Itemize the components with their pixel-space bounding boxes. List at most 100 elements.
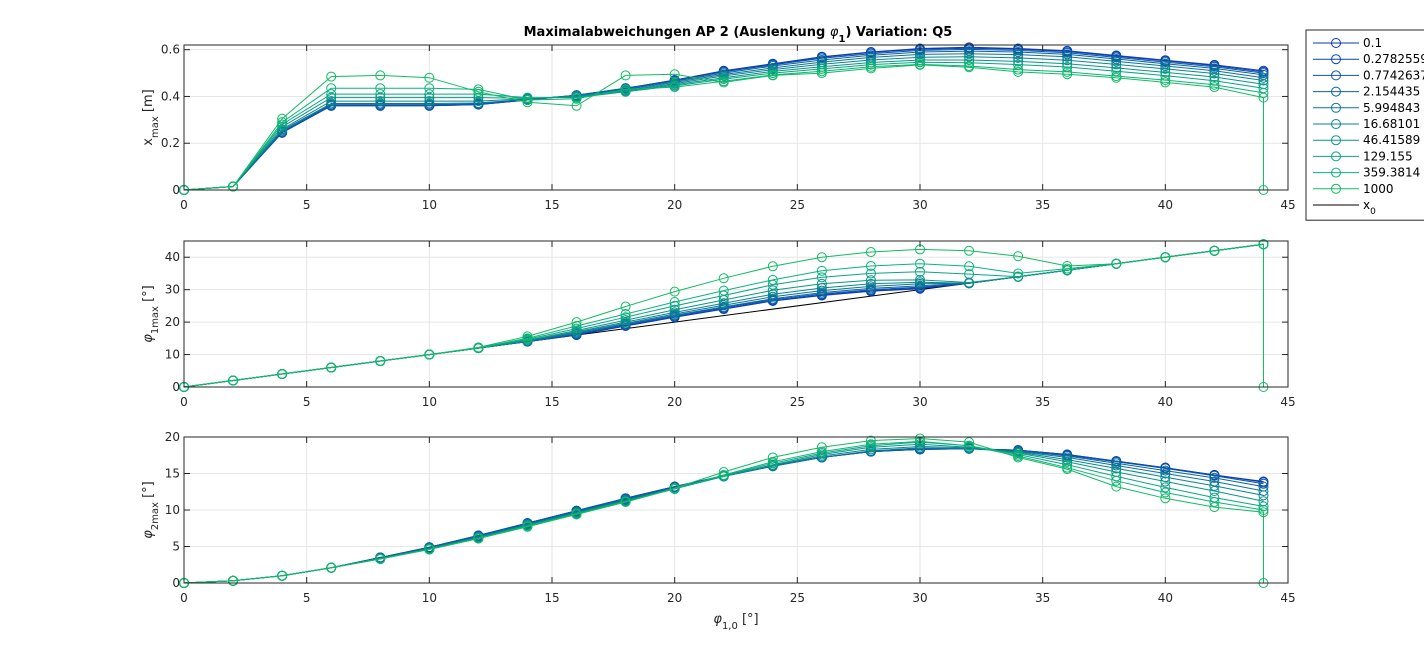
legend-item: 359.3814 xyxy=(1313,166,1420,180)
data-point xyxy=(620,86,631,97)
data-point xyxy=(1209,65,1220,76)
x-tick-label: 40 xyxy=(1158,591,1173,605)
data-point xyxy=(1160,77,1171,88)
data-point xyxy=(1013,452,1024,463)
x-axis-label: φ1,0 [°] xyxy=(713,612,758,632)
data-point xyxy=(1111,72,1122,83)
data-point xyxy=(1209,82,1220,93)
data-point xyxy=(522,97,533,108)
data-point xyxy=(473,533,484,544)
data-point xyxy=(424,544,435,555)
series-line xyxy=(183,437,1264,584)
x-tick-label: 20 xyxy=(667,198,682,212)
data-point xyxy=(326,83,337,94)
data-point xyxy=(915,258,925,269)
data-point xyxy=(1160,63,1171,74)
data-point xyxy=(669,69,680,80)
data-point xyxy=(375,70,386,81)
y-tick-label: 0.4 xyxy=(161,89,180,103)
legend-item: 5.994843 xyxy=(1313,101,1420,115)
data-point xyxy=(1160,468,1171,479)
data-point xyxy=(669,286,680,297)
data-point xyxy=(326,562,337,573)
x-tick-label: 10 xyxy=(422,198,437,212)
data-point xyxy=(1160,487,1171,498)
data-point xyxy=(816,278,827,289)
legend-label: 359.3814 xyxy=(1363,166,1420,180)
legend-item: x0 xyxy=(1313,198,1376,217)
y-tick-label: 20 xyxy=(165,315,180,329)
data-point xyxy=(424,72,435,83)
data-point xyxy=(1013,64,1024,75)
data-point xyxy=(522,331,533,342)
data-point xyxy=(1013,56,1024,67)
data-point xyxy=(1258,478,1269,489)
subplot-1: 0 5 10 15 20 25 30 35 40 45 0 0.2 0.4 0.6 xmax [m] xyxy=(141,42,1296,212)
data-point xyxy=(865,247,876,258)
data-point xyxy=(1013,268,1024,279)
data-point xyxy=(865,260,876,271)
y-tick-label: 30 xyxy=(165,283,180,297)
x-tick-label: 30 xyxy=(912,591,927,605)
x-tick-label: 0 xyxy=(180,395,188,409)
legend-label: 0.7742637 xyxy=(1363,68,1424,82)
data-point xyxy=(424,83,435,94)
x-tick-label: 20 xyxy=(667,395,682,409)
data-point xyxy=(375,356,386,367)
data-point xyxy=(1160,61,1171,72)
data-point xyxy=(473,342,484,353)
data-point xyxy=(964,54,975,65)
x-tick-label: 35 xyxy=(1035,395,1050,409)
data-point xyxy=(375,96,386,107)
series-line xyxy=(183,64,1264,191)
data-point xyxy=(1160,252,1171,263)
data-point xyxy=(964,440,975,451)
data-point xyxy=(228,575,239,586)
data-point xyxy=(1209,502,1220,513)
legend-item: 0.2782559 xyxy=(1313,52,1424,66)
data-point xyxy=(964,245,975,256)
x-tick-label: 15 xyxy=(544,395,559,409)
data-point xyxy=(915,266,925,277)
data-point xyxy=(1209,72,1220,83)
data-point xyxy=(375,553,386,564)
data-point xyxy=(326,71,337,82)
legend-label: 1000 xyxy=(1363,182,1394,196)
data-point xyxy=(1111,463,1122,474)
data-point xyxy=(473,92,484,103)
data-point xyxy=(1160,465,1171,476)
data-point xyxy=(1160,493,1171,504)
y-tick-label: 10 xyxy=(165,348,180,362)
x-tick-label: 35 xyxy=(1035,198,1050,212)
legend-item: 2.154435 xyxy=(1313,85,1420,99)
data-point xyxy=(1062,464,1073,475)
data-point xyxy=(473,84,484,95)
data-point xyxy=(865,275,876,286)
legend: 0.1 0.2782559 0.7742637 2.154435 5.994843 16.… xyxy=(1305,29,1424,221)
data-point xyxy=(1160,476,1171,487)
data-point xyxy=(816,252,827,263)
data-point xyxy=(964,437,975,448)
x-tick-label: 0 xyxy=(180,198,188,212)
data-point xyxy=(1013,271,1024,282)
data-point xyxy=(816,68,827,79)
data-point xyxy=(228,181,239,192)
data-point xyxy=(1160,482,1171,493)
data-point xyxy=(1111,481,1122,492)
data-point xyxy=(571,93,582,104)
y-tick-label: 0.6 xyxy=(161,43,180,57)
legend-label: 0.2782559 xyxy=(1363,52,1424,66)
data-point xyxy=(620,70,631,81)
data-point xyxy=(767,274,778,285)
y-axis-label: φ1max [°] xyxy=(141,285,161,343)
series-line xyxy=(183,56,1264,191)
x-tick-label: 20 xyxy=(667,591,682,605)
data-point xyxy=(620,309,631,319)
data-point xyxy=(1209,472,1220,483)
y-tick-label: 15 xyxy=(165,467,180,481)
data-point xyxy=(1111,258,1122,269)
series-line xyxy=(183,61,1264,191)
data-point xyxy=(522,94,533,105)
data-point xyxy=(277,570,288,581)
data-point xyxy=(620,312,631,323)
